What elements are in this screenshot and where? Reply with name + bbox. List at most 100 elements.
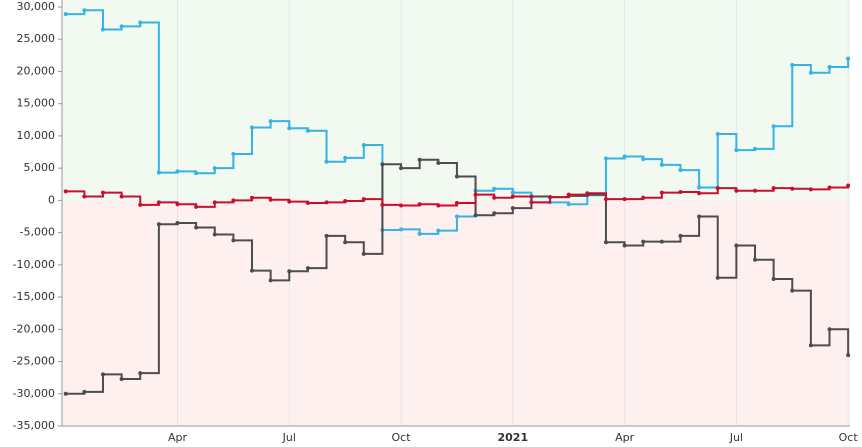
point [510, 206, 515, 211]
point [175, 169, 180, 174]
point [622, 197, 627, 202]
point [287, 126, 292, 131]
point [212, 232, 217, 237]
point [268, 119, 273, 124]
point [846, 183, 851, 188]
point [678, 233, 683, 238]
point [212, 200, 217, 205]
y-tick-label: -25,000 [13, 355, 55, 368]
x-tick-label: Apr [168, 431, 188, 444]
point [752, 146, 757, 151]
point [212, 166, 217, 171]
point [678, 190, 683, 195]
point [399, 203, 404, 208]
point [585, 191, 590, 196]
point [548, 195, 553, 200]
point [305, 200, 310, 205]
point [492, 211, 497, 216]
point [417, 231, 422, 236]
point [697, 185, 702, 190]
negative-region [62, 200, 850, 426]
point [119, 376, 124, 381]
point [622, 154, 627, 159]
point [808, 343, 813, 348]
x-tick-label: Oct [839, 431, 859, 444]
point [343, 199, 348, 204]
point [231, 151, 236, 156]
point [603, 156, 608, 161]
y-tick-label: 25,000 [17, 32, 56, 45]
y-tick-label: -5,000 [20, 226, 55, 239]
point [697, 214, 702, 219]
y-tick-label: -15,000 [13, 290, 55, 303]
point [510, 190, 515, 195]
point [194, 204, 199, 209]
point [324, 200, 329, 205]
x-tick-label: Jul [282, 431, 296, 444]
point [305, 128, 310, 133]
point [622, 243, 627, 248]
point [641, 195, 646, 200]
point [715, 186, 720, 191]
point [603, 240, 608, 245]
point [119, 24, 124, 29]
point [473, 213, 478, 218]
x-tick-label: Apr [615, 431, 635, 444]
point [138, 371, 143, 376]
point [63, 12, 68, 17]
point [119, 194, 124, 199]
point [250, 268, 255, 273]
point [771, 124, 776, 129]
point [734, 188, 739, 193]
x-tick-label: 2021 [498, 431, 529, 444]
point [566, 192, 571, 197]
point [827, 327, 832, 332]
point [175, 220, 180, 225]
point [436, 203, 441, 208]
y-tick-label: 5,000 [24, 161, 56, 174]
point [734, 243, 739, 248]
point [846, 353, 851, 358]
x-tick-label: Jul [729, 431, 743, 444]
point [343, 240, 348, 245]
point [361, 251, 366, 256]
point [194, 225, 199, 230]
point [138, 202, 143, 207]
point [659, 162, 664, 167]
point [268, 197, 273, 202]
point [399, 227, 404, 232]
x-tick-label: Oct [392, 431, 412, 444]
point [100, 190, 105, 195]
point [100, 27, 105, 32]
point [790, 63, 795, 68]
point [399, 166, 404, 171]
point [417, 202, 422, 207]
point [641, 157, 646, 162]
point [734, 148, 739, 153]
point [771, 277, 776, 282]
point [100, 372, 105, 377]
point [82, 389, 87, 394]
point [473, 192, 478, 197]
point [790, 288, 795, 293]
point [268, 278, 273, 283]
y-tick-label: -10,000 [13, 258, 55, 271]
point [361, 142, 366, 147]
point [752, 188, 757, 193]
point [156, 170, 161, 175]
point [156, 222, 161, 227]
y-tick-label: 30,000 [17, 0, 56, 13]
point [827, 64, 832, 69]
y-tick-label: -35,000 [13, 419, 55, 432]
point [417, 157, 422, 162]
point [454, 174, 459, 179]
point [343, 155, 348, 160]
y-tick-label: -20,000 [13, 322, 55, 335]
point [846, 56, 851, 61]
point [380, 162, 385, 167]
point [566, 202, 571, 207]
point [752, 257, 757, 262]
point [715, 131, 720, 136]
point [380, 202, 385, 207]
